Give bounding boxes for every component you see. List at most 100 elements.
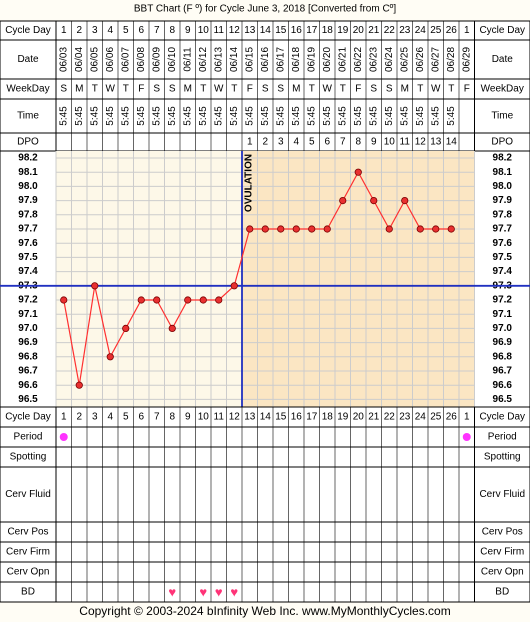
period-dot-icon bbox=[462, 433, 471, 441]
bd-heart-icon: ♥ bbox=[215, 584, 223, 599]
date-value: 06/06 bbox=[105, 47, 116, 72]
row-label-bd-left: BD bbox=[21, 587, 35, 598]
dpo-value: 3 bbox=[278, 137, 284, 148]
y-tick-right: 97.6 bbox=[493, 238, 513, 249]
cycle_day-value: 21 bbox=[368, 25, 380, 36]
time-value: 5:45 bbox=[384, 106, 395, 126]
cycle_day-value: 1 bbox=[464, 25, 470, 36]
y-tick-right: 98.2 bbox=[493, 153, 513, 164]
cycle-day-bottom-value: 19 bbox=[337, 412, 349, 423]
temperature-point bbox=[60, 296, 68, 304]
time-value: 5:45 bbox=[229, 106, 240, 126]
weekday-value: F bbox=[355, 84, 361, 95]
date-value: 06/19 bbox=[306, 47, 317, 72]
y-tick-left: 97.7 bbox=[18, 224, 38, 235]
row-label-date-left: Date bbox=[17, 54, 39, 65]
date-value: 06/26 bbox=[415, 47, 426, 72]
time-value: 5:45 bbox=[399, 106, 410, 126]
date-value: 06/25 bbox=[399, 47, 410, 72]
temperature-point bbox=[416, 225, 424, 233]
cycle_day-value: 20 bbox=[353, 25, 365, 36]
time-value: 5:45 bbox=[198, 106, 209, 126]
y-tick-right: 97.1 bbox=[493, 309, 513, 320]
cycle_day-value: 1 bbox=[61, 25, 67, 36]
row-label-time-right: Time bbox=[491, 111, 513, 122]
temperature-point bbox=[308, 225, 316, 233]
dpo-value: 6 bbox=[324, 137, 330, 148]
row-label-period-left: Period bbox=[14, 432, 43, 443]
date-value: 06/15 bbox=[244, 47, 255, 72]
y-tick-right: 98.1 bbox=[493, 167, 513, 178]
date-value: 06/21 bbox=[337, 47, 348, 72]
temperature-point bbox=[432, 225, 440, 233]
cycle-day-bottom-value: 1 bbox=[464, 412, 470, 423]
row-spotting bbox=[0, 446, 530, 468]
cycle-day-bottom-value: 7 bbox=[154, 412, 160, 423]
y-tick-right: 97.8 bbox=[493, 209, 513, 220]
temperature-point bbox=[122, 324, 130, 332]
cycle-day-bottom-value: 11 bbox=[214, 412, 225, 423]
cycle-day-bottom-value: 18 bbox=[322, 412, 334, 423]
cycle-day-bottom-value: 13 bbox=[244, 412, 256, 423]
temperature-line bbox=[63, 170, 452, 386]
y-tick-right: 97.5 bbox=[493, 252, 513, 263]
cycle_day-value: 3 bbox=[92, 25, 98, 36]
date-value: 06/10 bbox=[167, 47, 178, 72]
cycle_day-value: 15 bbox=[275, 25, 287, 36]
temperature-point bbox=[215, 296, 223, 304]
row-label-spotting-left: Spotting bbox=[10, 452, 47, 463]
weekday-value: W bbox=[214, 84, 224, 95]
y-tick-right: 97.0 bbox=[493, 323, 513, 334]
cycle-day-bottom-value: 24 bbox=[415, 412, 427, 423]
time-value: 5:45 bbox=[151, 106, 162, 126]
cycle_day-value: 24 bbox=[415, 25, 427, 36]
cycle-day-bottom-value: 26 bbox=[446, 412, 458, 423]
date-value: 06/08 bbox=[136, 47, 147, 72]
date-value: 06/13 bbox=[213, 47, 224, 72]
date-value: 06/11 bbox=[182, 47, 193, 72]
y-tick-right: 96.6 bbox=[493, 380, 513, 391]
time-value: 5:45 bbox=[322, 106, 333, 126]
date-value: 06/17 bbox=[275, 47, 286, 72]
weekday-value: T bbox=[417, 84, 423, 95]
date-value: 06/03 bbox=[58, 47, 69, 72]
temperature-point bbox=[230, 282, 238, 290]
time-value: 5:45 bbox=[58, 106, 69, 126]
weekday-value: T bbox=[92, 84, 98, 95]
time-value: 5:45 bbox=[167, 106, 178, 126]
time-value: 5:45 bbox=[182, 106, 193, 126]
date-value: 06/04 bbox=[74, 47, 85, 72]
temperature-point bbox=[75, 381, 83, 389]
time-value: 5:45 bbox=[213, 106, 224, 126]
temperature-point bbox=[385, 225, 393, 233]
dpo-value: 2 bbox=[262, 137, 268, 148]
y-tick-right: 97.7 bbox=[493, 224, 513, 235]
cycle_day-value: 11 bbox=[214, 25, 225, 36]
row-label-cerv_fluid-left: Cerv Fluid bbox=[5, 489, 51, 500]
row-date bbox=[0, 39, 530, 80]
dpo-value: 11 bbox=[400, 137, 411, 148]
y-tick-right: 97.4 bbox=[493, 266, 513, 277]
weekday-value: S bbox=[370, 84, 377, 95]
time-value: 5:45 bbox=[337, 106, 348, 126]
row-bd bbox=[0, 581, 530, 603]
cycle-day-bottom-value: 16 bbox=[291, 412, 303, 423]
date-value: 06/12 bbox=[198, 47, 209, 72]
weekday-value: T bbox=[123, 84, 129, 95]
cycle_day-value: 17 bbox=[306, 25, 318, 36]
weekday-value: T bbox=[200, 84, 206, 95]
y-tick-left: 97.9 bbox=[18, 195, 38, 206]
cycle_day-value: 6 bbox=[138, 25, 144, 36]
date-value: 06/07 bbox=[120, 47, 131, 72]
weekday-value: W bbox=[431, 84, 441, 95]
bd-heart-icon: ♥ bbox=[168, 584, 176, 599]
weekday-value: T bbox=[448, 84, 454, 95]
row-label-time-left: Time bbox=[17, 111, 39, 122]
dpo-value: 10 bbox=[384, 137, 396, 148]
row-label-cycle_day-left: Cycle Day bbox=[5, 412, 51, 423]
date-value: 06/18 bbox=[291, 47, 302, 72]
row-label-cerv_pos-left: Cerv Pos bbox=[7, 527, 48, 538]
dpo-value: 4 bbox=[293, 137, 299, 148]
time-value: 5:45 bbox=[415, 106, 426, 126]
period-dot-icon bbox=[59, 433, 68, 441]
